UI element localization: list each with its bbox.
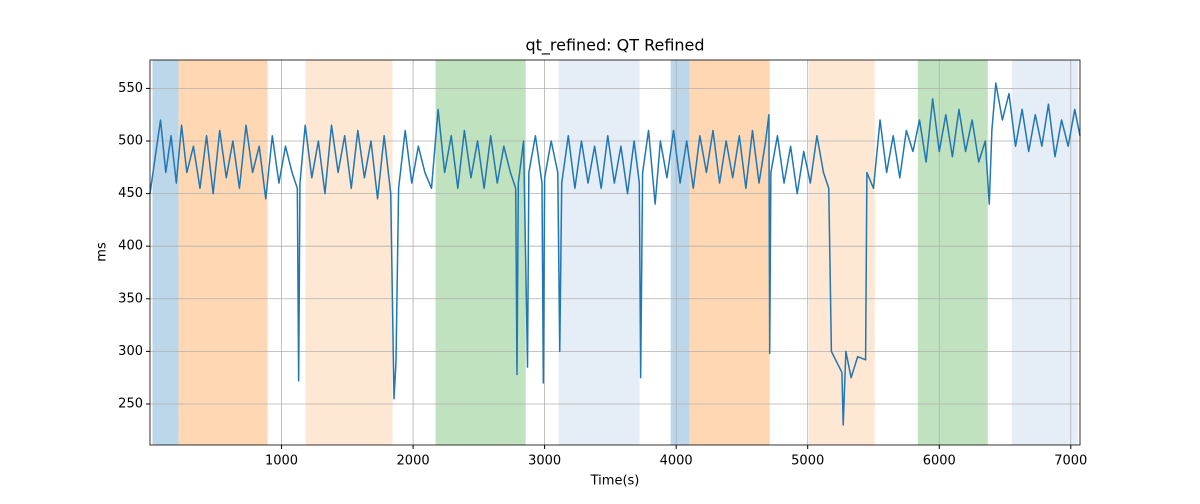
y-tick-label: 550: [118, 81, 143, 96]
shaded-region: [305, 60, 393, 445]
x-tick-label: 7000: [1054, 454, 1087, 469]
shaded-region: [1011, 60, 1078, 445]
y-axis-label: ms: [95, 242, 110, 262]
x-tick-label: 6000: [923, 454, 956, 469]
shaded-region: [558, 60, 640, 445]
x-tick-label: 4000: [660, 454, 693, 469]
shaded-region: [670, 60, 690, 445]
plot-frame: [149, 59, 1081, 446]
shaded-region: [152, 60, 179, 445]
x-tick-label: 2000: [397, 454, 430, 469]
y-tick-label: 250: [118, 396, 143, 411]
y-tick-label: 450: [118, 186, 143, 201]
shaded-region: [917, 60, 988, 445]
y-tick-label: 300: [118, 344, 143, 359]
shaded-region: [689, 60, 770, 445]
chart-title: qt_refined: QT Refined: [525, 36, 704, 56]
shaded-region: [435, 60, 526, 445]
y-tick-label: 400: [118, 239, 143, 254]
x-axis-label: Time(s): [590, 474, 640, 489]
x-tick-label: 1000: [265, 454, 298, 469]
shaded-region: [178, 60, 268, 445]
y-tick-label: 500: [118, 133, 143, 148]
x-tick-label: 5000: [791, 454, 824, 469]
x-tick-label: 3000: [528, 454, 561, 469]
y-tick-label: 350: [118, 291, 143, 306]
data-line: [149, 82, 1081, 426]
